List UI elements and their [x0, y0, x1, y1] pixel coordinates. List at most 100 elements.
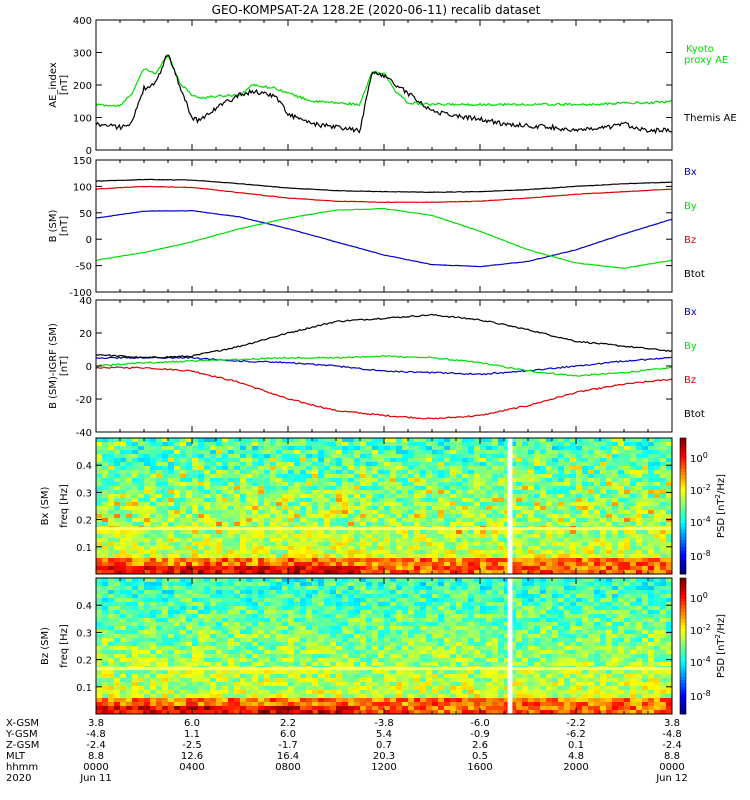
colorbar-segment	[680, 492, 686, 497]
heatmap-cell	[192, 498, 199, 503]
heatmap-cell	[462, 506, 469, 511]
heatmap-cell	[588, 562, 595, 567]
heatmap-cell	[210, 558, 217, 563]
heatmap-cell	[180, 654, 187, 659]
heatmap-cell	[330, 594, 337, 599]
heatmap-cell	[588, 522, 595, 527]
heatmap-cell	[228, 510, 235, 515]
heatmap-cell	[114, 630, 121, 635]
heatmap-cell	[324, 490, 331, 495]
heatmap-cell	[192, 610, 199, 615]
heatmap-cell	[222, 530, 229, 535]
heatmap-cell	[336, 594, 343, 599]
heatmap-cell	[396, 534, 403, 539]
heatmap-cell	[108, 670, 115, 675]
heatmap-cell	[480, 522, 487, 527]
heatmap-cell	[204, 682, 211, 687]
heatmap-cell	[186, 686, 193, 691]
heatmap-cell	[144, 598, 151, 603]
heatmap-cell	[150, 482, 157, 487]
heatmap-cell	[372, 518, 379, 523]
heatmap-cell	[144, 626, 151, 631]
heatmap-cell	[168, 458, 175, 463]
heatmap-cell	[252, 474, 259, 479]
heatmap-cell	[132, 438, 139, 443]
heatmap-cell	[444, 550, 451, 555]
heatmap-cell	[150, 702, 157, 707]
heatmap-cell	[198, 682, 205, 687]
heatmap-cell	[198, 518, 205, 523]
heatmap-cell	[174, 650, 181, 655]
heatmap-cell	[240, 642, 247, 647]
heatmap-cell	[534, 482, 541, 487]
heatmap-cell	[120, 498, 127, 503]
heatmap-cell	[444, 562, 451, 567]
heatmap-cell	[510, 438, 517, 443]
heatmap-cell	[636, 490, 643, 495]
heatmap-cell	[468, 542, 475, 547]
heatmap-cell	[228, 530, 235, 535]
heatmap-cell	[288, 470, 295, 475]
y-tick-label: 150	[73, 156, 92, 167]
heatmap-cell	[174, 706, 181, 711]
heatmap-cell	[234, 522, 241, 527]
heatmap-cell	[534, 538, 541, 543]
heatmap-cell	[390, 502, 397, 507]
heatmap-cell	[150, 606, 157, 611]
heatmap-cell	[270, 642, 277, 647]
heatmap-cell	[522, 450, 529, 455]
heatmap-cell	[318, 598, 325, 603]
heatmap-cell	[114, 486, 121, 491]
heatmap-cell	[240, 478, 247, 483]
heatmap-cell	[462, 474, 469, 479]
heatmap-cell	[576, 514, 583, 519]
heatmap-cell	[270, 514, 277, 519]
heatmap-cell	[486, 474, 493, 479]
heatmap-cell	[156, 694, 163, 699]
heatmap-cell	[312, 522, 319, 527]
heatmap-cell	[126, 534, 133, 539]
heatmap-cell	[324, 682, 331, 687]
heatmap-cell	[330, 466, 337, 471]
heatmap-cell	[246, 522, 253, 527]
colorbar-segment	[680, 451, 686, 456]
heatmap-cell	[372, 466, 379, 471]
heatmap-cell	[258, 642, 265, 647]
heatmap-cell	[558, 566, 565, 571]
heatmap-cell	[438, 538, 445, 543]
heatmap-cell	[234, 506, 241, 511]
heatmap-cell	[504, 530, 511, 535]
heatmap-cell	[306, 474, 313, 479]
heatmap-cell	[522, 466, 529, 471]
heatmap-cell	[444, 538, 451, 543]
heatmap-cell	[282, 546, 289, 551]
heatmap-cell	[150, 442, 157, 447]
heatmap-cell	[156, 458, 163, 463]
heatmap-cell	[270, 634, 277, 639]
heatmap-cell	[336, 570, 343, 575]
heatmap-cell	[432, 554, 439, 559]
heatmap-cell	[120, 678, 127, 683]
heatmap-cell	[240, 438, 247, 443]
heatmap-cell	[168, 686, 175, 691]
heatmap-cell	[612, 478, 619, 483]
heatmap-cell	[318, 706, 325, 711]
heatmap-cell	[228, 610, 235, 615]
heatmap-cell	[402, 566, 409, 571]
heatmap-cell	[240, 694, 247, 699]
heatmap-cell	[318, 454, 325, 459]
heatmap-cell	[564, 518, 571, 523]
heatmap-cell	[96, 614, 103, 619]
heatmap-cell	[600, 550, 607, 555]
heatmap-cell	[258, 562, 265, 567]
heatmap-cell	[372, 478, 379, 483]
heatmap-cell	[348, 498, 355, 503]
heatmap-cell	[546, 462, 553, 467]
heatmap-cell	[654, 570, 661, 575]
heatmap-cell	[144, 538, 151, 543]
heatmap-cell	[606, 538, 613, 543]
heatmap-cell	[636, 514, 643, 519]
heatmap-cell	[252, 626, 259, 631]
heatmap-cell	[402, 542, 409, 547]
heatmap-cell	[498, 530, 505, 535]
